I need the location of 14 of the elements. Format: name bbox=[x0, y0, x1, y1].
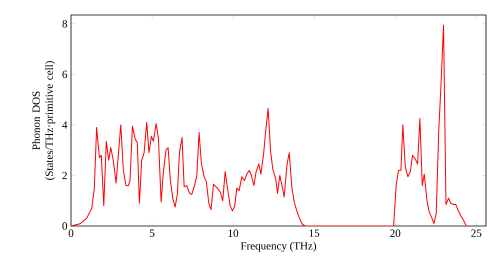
y-tick-label: 8 bbox=[62, 20, 68, 28]
x-tick-label: 5 bbox=[150, 230, 154, 237]
y-axis-title: Phonon DOS (States/THz·primitive cell) bbox=[32, 61, 56, 180]
x-tick-label: 10 bbox=[228, 230, 238, 237]
x-tick-label: 20 bbox=[390, 230, 400, 237]
y-tick-label: 6 bbox=[62, 70, 68, 78]
x-tick-label: 25 bbox=[471, 230, 482, 237]
y-tick-label: 0 bbox=[62, 222, 68, 230]
line-series bbox=[71, 24, 467, 226]
x-axis-title: Frequency (THz) bbox=[240, 242, 316, 252]
x-tick-label: 15 bbox=[310, 230, 320, 237]
y-tick-label: 2 bbox=[62, 172, 67, 180]
x-tick-label: 0 bbox=[68, 230, 74, 237]
y-tick-label: 4 bbox=[62, 121, 68, 129]
